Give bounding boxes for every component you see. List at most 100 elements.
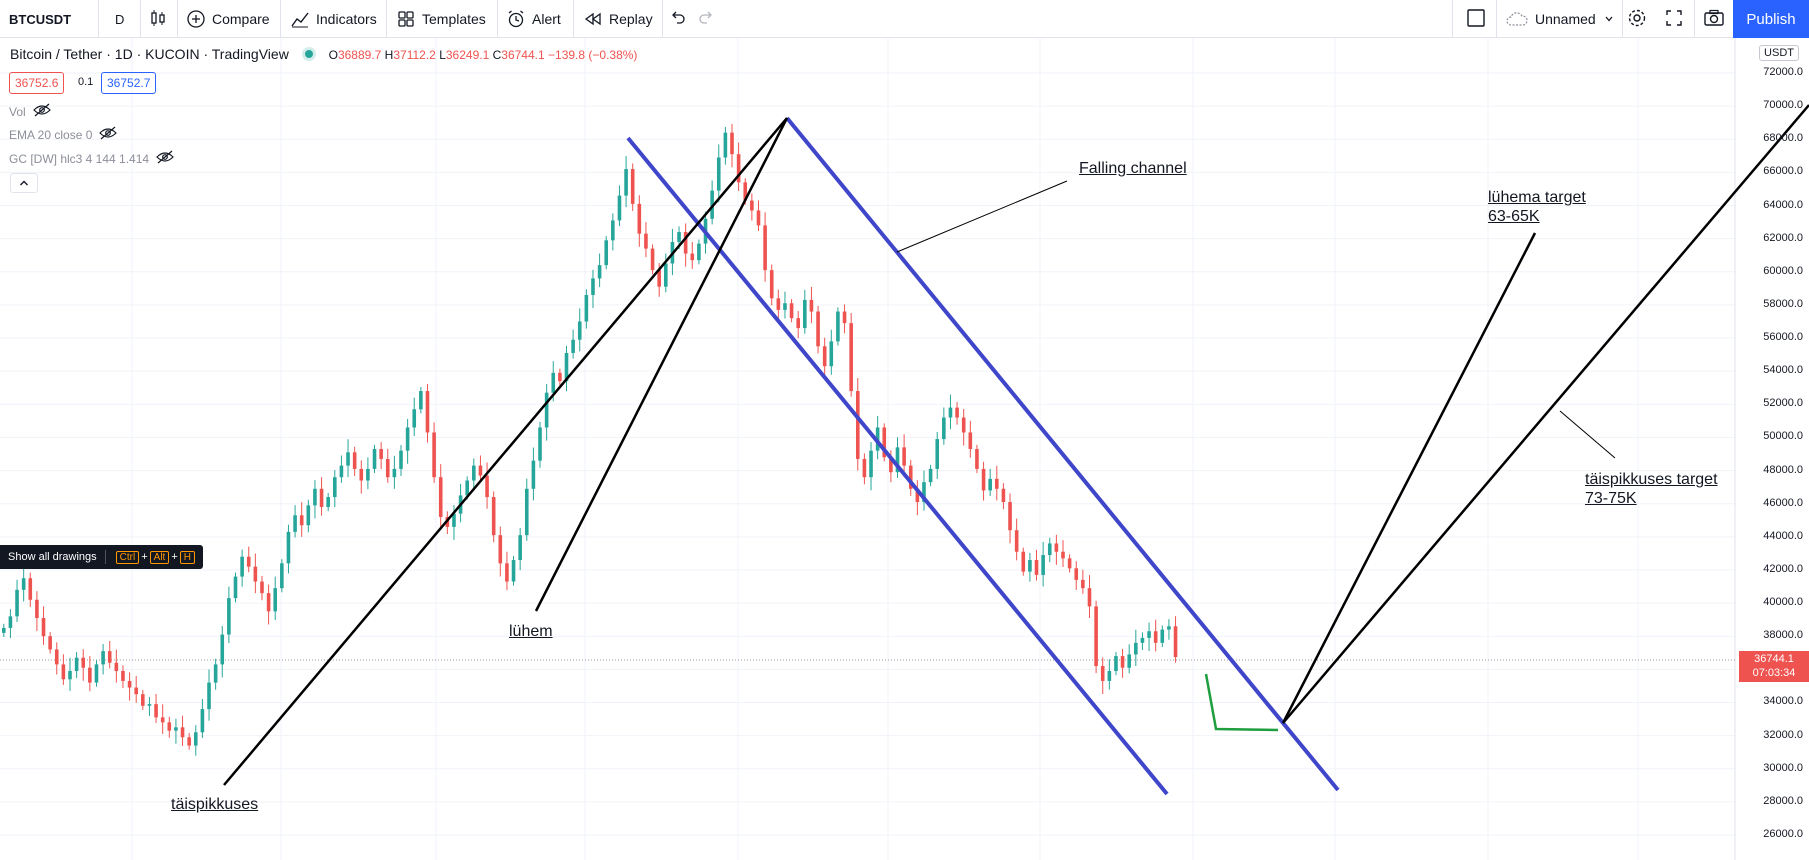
indicator-label: Vol <box>9 104 26 119</box>
candle-body <box>127 680 132 688</box>
price-axis-label: 68000.0 <box>1763 132 1803 145</box>
layout-name: Unnamed <box>1535 11 1596 27</box>
chart-type-button[interactable] <box>148 0 168 38</box>
indicator-gc[interactable]: GC [DW] hlc3 4 144 1.414 <box>9 150 174 167</box>
indicator-vol[interactable]: Vol <box>9 103 51 120</box>
divider <box>1694 0 1695 38</box>
collapse-legend-button[interactable] <box>10 173 38 193</box>
price-axis-label: 26000.0 <box>1763 828 1803 840</box>
candle-body <box>750 200 754 211</box>
gear-icon <box>1626 7 1648 32</box>
candle-body <box>1054 543 1059 552</box>
market-open-dot <box>304 50 313 58</box>
candle-body <box>134 687 138 695</box>
indicators-button[interactable]: Indicators <box>290 0 377 38</box>
redo-button[interactable] <box>696 0 716 38</box>
buy-price-button[interactable]: 36752.7 <box>101 72 157 94</box>
candle-body <box>1081 579 1085 589</box>
candle-body <box>1001 488 1006 503</box>
indicators-icon <box>290 9 310 29</box>
candle-body <box>895 447 900 473</box>
candle-body <box>180 727 185 738</box>
candle-body <box>392 468 397 478</box>
fullscreen-button[interactable] <box>1664 0 1684 38</box>
snapshot-button[interactable] <box>1703 0 1725 38</box>
annotation-luhem[interactable]: lühem <box>509 623 553 640</box>
drawings <box>223 104 1809 796</box>
price-axis-label: 58000.0 <box>1763 297 1803 310</box>
candle-body <box>789 303 794 319</box>
currency-button[interactable]: USDT <box>1759 45 1799 61</box>
candle-body <box>1100 666 1105 681</box>
chevron-down-icon <box>1604 11 1614 27</box>
candle-body <box>1120 656 1125 668</box>
indicators-label: Indicators <box>316 11 377 27</box>
eye-hidden-icon[interactable] <box>92 126 118 143</box>
layout-name-button[interactable]: Unnamed <box>1505 0 1614 38</box>
candle-body <box>167 722 172 731</box>
price-axis-label: 52000.0 <box>1763 397 1803 410</box>
divider <box>104 550 106 564</box>
indicator-label: GC [DW] hlc3 4 144 1.414 <box>9 151 150 166</box>
candle-body <box>855 391 860 459</box>
compare-button[interactable]: Compare <box>186 0 270 38</box>
candle-body <box>253 566 258 582</box>
candle-body <box>372 449 377 469</box>
candle-body <box>121 671 125 681</box>
indicator-ema[interactable]: EMA 20 close 0 <box>9 126 118 143</box>
layout-button[interactable] <box>1466 0 1486 38</box>
sell-price-button[interactable]: 36752.6 <box>9 72 65 94</box>
price-axis-label: 70000.0 <box>1763 99 1803 112</box>
publish-button[interactable]: Publish <box>1733 0 1809 38</box>
candle-body <box>1094 606 1098 667</box>
candle-body <box>955 407 959 418</box>
candle-body <box>736 154 741 183</box>
alarm-clock-icon <box>506 9 526 29</box>
annotation-falling-channel[interactable]: Falling channel <box>1079 160 1187 177</box>
candle-body <box>743 182 748 201</box>
templates-label: Templates <box>422 11 486 27</box>
candle-body <box>769 270 774 299</box>
annotation-luhema-target[interactable]: lühema target 63-65K <box>1488 188 1586 226</box>
candle-body <box>597 265 602 279</box>
candle-body <box>690 253 695 261</box>
undo-button[interactable] <box>668 0 688 38</box>
candle-body <box>1061 551 1065 559</box>
candle-body <box>8 616 13 628</box>
price-axis-label: 64000.0 <box>1763 198 1803 211</box>
alert-button[interactable]: Alert <box>506 0 561 38</box>
replay-button[interactable]: Replay <box>583 0 653 38</box>
candle-body <box>862 458 867 478</box>
candle-body <box>147 704 152 706</box>
candle-body <box>485 475 489 498</box>
price-axis-label: 42000.0 <box>1763 562 1803 575</box>
candle-body <box>1034 560 1039 575</box>
candle-body <box>491 497 496 536</box>
candle-body <box>624 169 628 196</box>
candle-body <box>81 657 86 668</box>
annotation-taispikkuses[interactable]: täispikkuses <box>171 796 259 813</box>
annotation-taispikkuses-target[interactable]: täispikkuses target 73-75K <box>1585 470 1718 508</box>
symbol-search[interactable]: BTCUSDT <box>9 0 71 38</box>
eye-hidden-icon[interactable] <box>149 150 174 167</box>
candle-body <box>2 627 6 633</box>
price-chart[interactable] <box>0 38 1809 860</box>
price-axis-label: 48000.0 <box>1763 463 1803 476</box>
chevron-up-icon <box>19 174 29 192</box>
candle-body <box>961 417 966 433</box>
candle-body <box>293 515 297 532</box>
candle-body <box>339 465 344 478</box>
interval-button[interactable]: D <box>115 0 124 38</box>
annotation-line: 63-65K <box>1488 208 1540 225</box>
price-axis-label: 66000.0 <box>1763 165 1803 178</box>
eye-hidden-icon[interactable] <box>26 103 51 120</box>
tooltip-label: Show all drawings <box>8 551 97 563</box>
candle-body <box>948 407 953 418</box>
candle-body <box>995 478 999 489</box>
divider <box>1496 0 1497 38</box>
symbol-legend: Bitcoin / Tether · 1D · KUCOIN · Trading… <box>10 46 637 62</box>
price-axis-label: 54000.0 <box>1763 364 1803 377</box>
candle-body <box>849 323 853 392</box>
settings-button[interactable] <box>1626 0 1648 38</box>
templates-button[interactable]: Templates <box>396 0 486 38</box>
